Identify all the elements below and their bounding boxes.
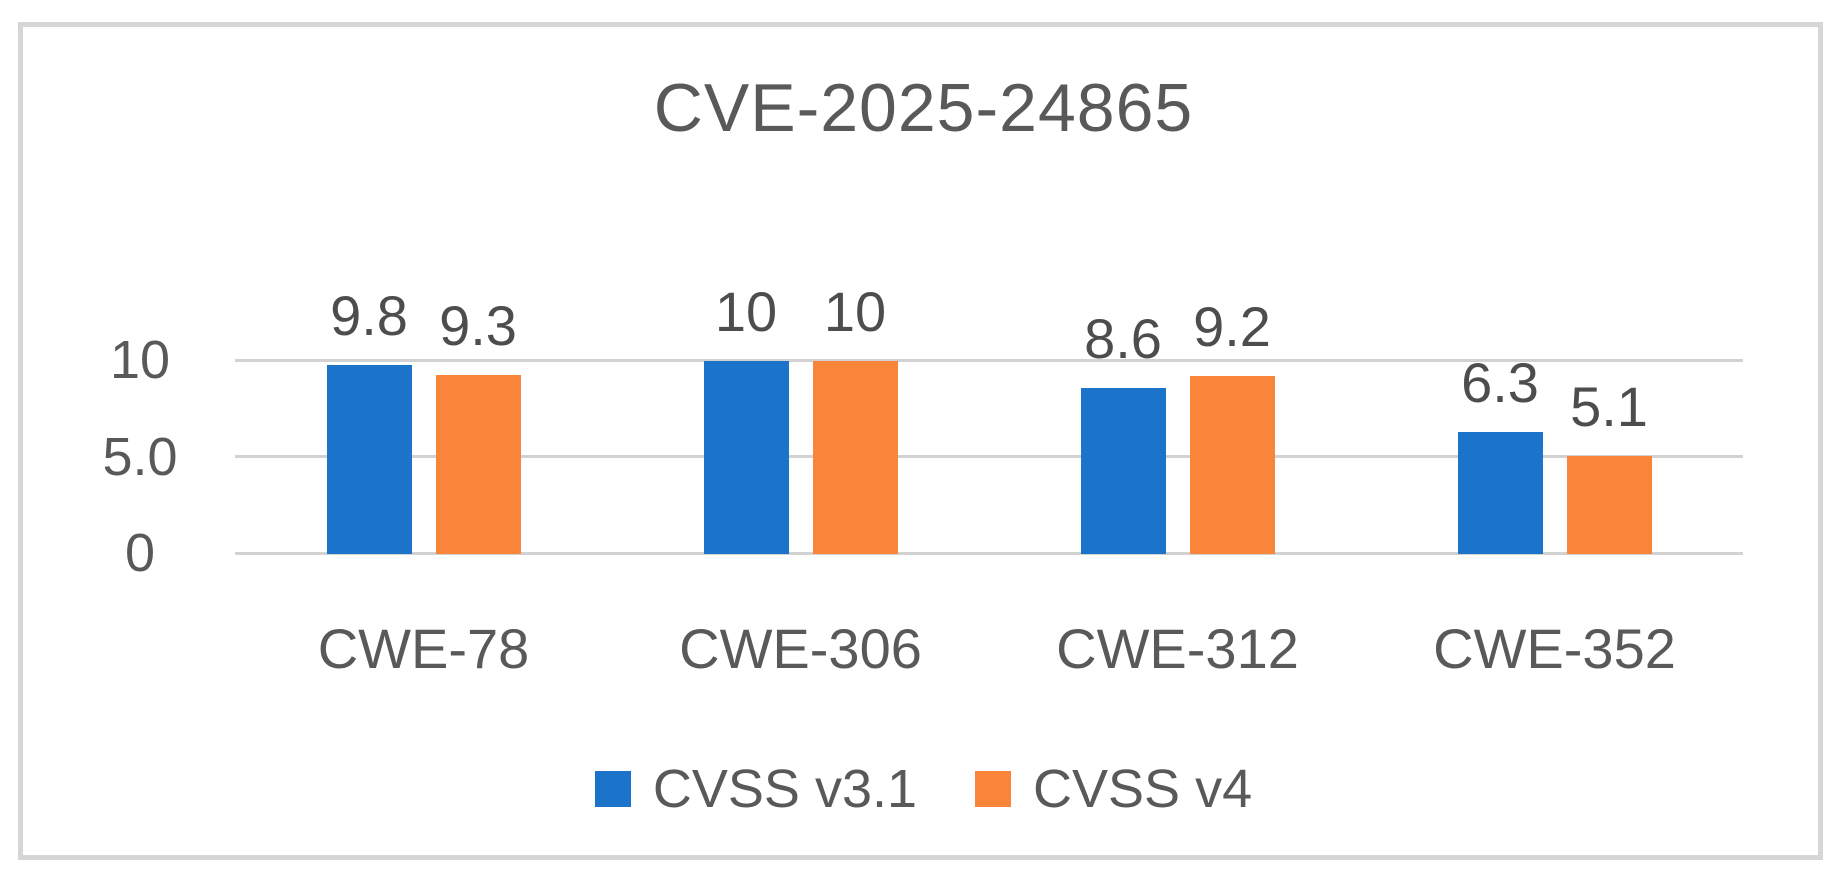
legend-label: CVSS v4 bbox=[1033, 759, 1253, 819]
bar-value-label: 9.2 bbox=[1193, 295, 1271, 359]
bar bbox=[1457, 432, 1543, 554]
bar bbox=[1189, 376, 1275, 554]
gridline bbox=[235, 455, 1743, 458]
bar-value-label: 6.3 bbox=[1461, 351, 1539, 415]
chart-title: CVE-2025-24865 bbox=[653, 70, 1194, 146]
gridline bbox=[235, 358, 1743, 362]
legend-swatch-icon bbox=[975, 771, 1012, 807]
bar-value-label: 10 bbox=[823, 280, 887, 343]
x-axis-category-label: CWE-352 bbox=[1433, 617, 1676, 680]
legend-swatch-icon bbox=[594, 771, 631, 807]
bar bbox=[1080, 388, 1166, 554]
y-axis-tick-label: 10 bbox=[109, 330, 171, 390]
bar bbox=[435, 374, 521, 554]
bar-value-label: 9.8 bbox=[330, 283, 408, 347]
legend: CVSS v3.1 CVSS v4 bbox=[0, 760, 1847, 818]
y-axis-tick-label: 0 bbox=[124, 523, 156, 583]
bar bbox=[703, 361, 789, 554]
gridline bbox=[235, 551, 1743, 555]
legend-item: CVSS v3.1 bbox=[594, 759, 918, 819]
legend-item: CVSS v4 bbox=[975, 760, 1252, 818]
bar bbox=[326, 364, 412, 554]
bar-value-label: 10 bbox=[714, 280, 778, 343]
y-axis-tick-label: 5.0 bbox=[102, 426, 178, 487]
x-axis-category-label: CWE-306 bbox=[679, 617, 922, 680]
x-axis-category-label: CWE-312 bbox=[1056, 617, 1299, 680]
chart-frame bbox=[18, 22, 1823, 860]
bar-value-label: 9.3 bbox=[439, 293, 517, 357]
x-axis-category-label: CWE-78 bbox=[317, 617, 530, 680]
bar-value-label: 5.1 bbox=[1570, 374, 1648, 438]
bar-value-label: 8.6 bbox=[1084, 307, 1162, 371]
bar bbox=[1566, 455, 1652, 554]
bar bbox=[812, 361, 898, 554]
legend-label: CVSS v3.1 bbox=[652, 759, 918, 819]
